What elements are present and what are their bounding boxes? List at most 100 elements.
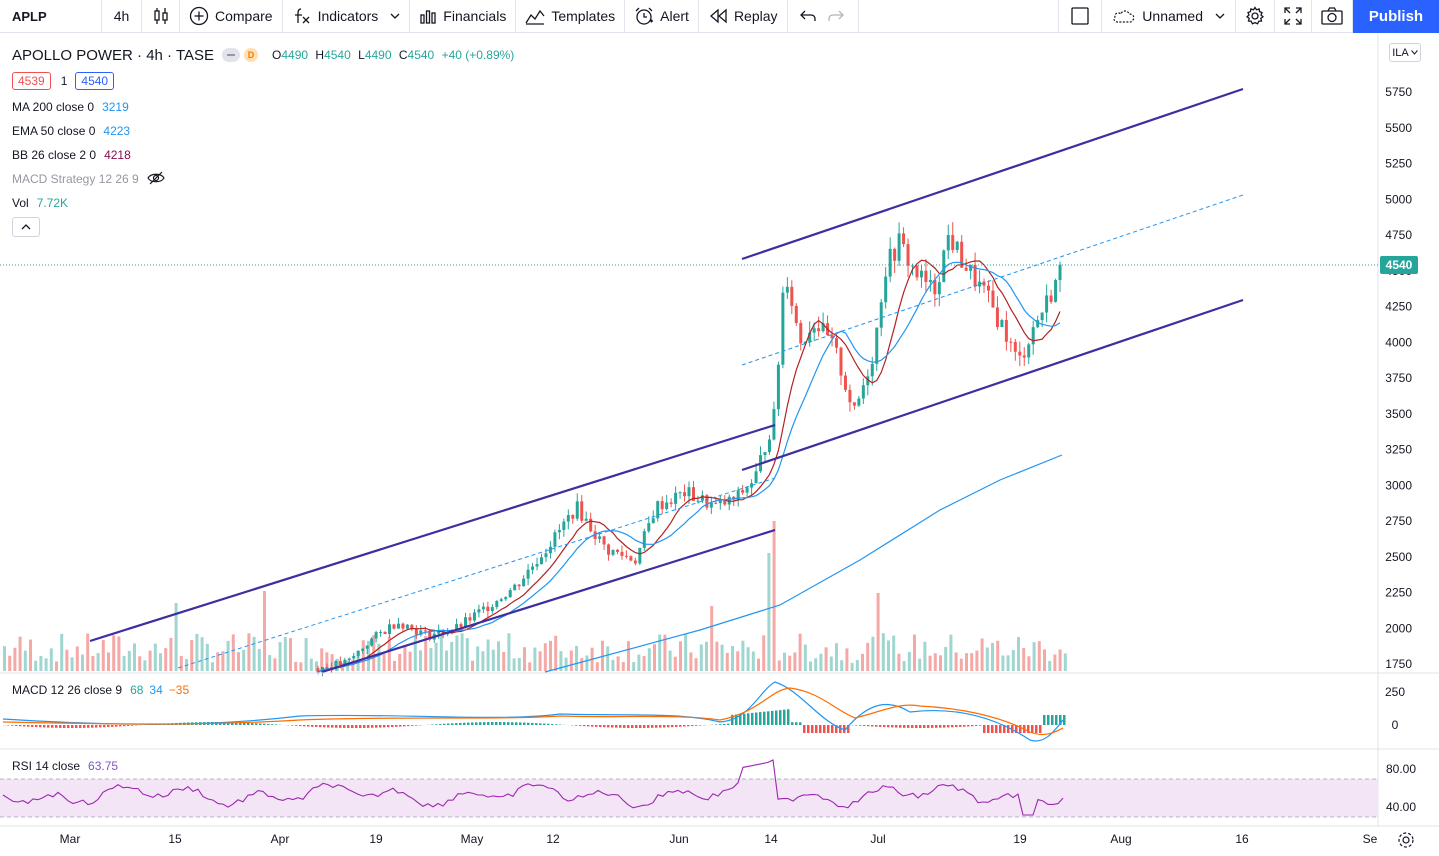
redo-button[interactable] xyxy=(822,0,859,33)
volume-bar xyxy=(512,658,516,671)
volume-series xyxy=(3,521,1067,671)
bid-button[interactable]: 4539 xyxy=(12,72,51,90)
candle-body xyxy=(741,490,745,493)
indicators-button[interactable]: Indicators xyxy=(283,0,411,33)
layout-name-button[interactable]: Unnamed xyxy=(1102,0,1236,33)
time-tick-label: 19 xyxy=(369,832,383,846)
macd-histogram-bar xyxy=(27,725,30,727)
drawings-layer xyxy=(89,87,1244,674)
alert-button[interactable]: Alert xyxy=(625,0,699,33)
trendline-drawing[interactable] xyxy=(741,87,1244,261)
indicator-ema50[interactable]: EMA 50 close 0 4223 xyxy=(12,119,514,143)
macd-histogram-bar xyxy=(111,725,114,727)
settings-button[interactable] xyxy=(1236,0,1275,33)
volume-bar xyxy=(164,648,168,671)
delayed-badge[interactable]: D xyxy=(244,48,259,62)
candle-body xyxy=(781,292,785,365)
replay-label: Replay xyxy=(733,8,778,24)
collapse-legend-button[interactable] xyxy=(12,217,40,237)
candle-body xyxy=(919,270,923,278)
volume-bar xyxy=(783,652,786,671)
financials-button[interactable]: Financials xyxy=(410,0,517,33)
candle-body xyxy=(969,264,973,271)
trendline-drawing[interactable] xyxy=(89,423,776,643)
open-value: 4490 xyxy=(281,48,309,62)
snapshot-button[interactable] xyxy=(1312,0,1353,33)
macd-histogram-bar xyxy=(543,723,546,725)
volume-bar xyxy=(403,644,407,671)
candle-body xyxy=(370,638,374,646)
candle-body xyxy=(879,302,883,328)
publish-button[interactable]: Publish xyxy=(1353,0,1439,33)
gear-icon[interactable] xyxy=(1398,832,1414,848)
macd-histogram-bar xyxy=(275,724,278,725)
volume-bar xyxy=(933,653,937,671)
indicator-volume[interactable]: Vol 7.72K xyxy=(12,191,514,215)
market-status-pill[interactable] xyxy=(222,48,241,62)
volume-bar xyxy=(18,636,22,671)
candle-body xyxy=(745,487,749,493)
volume-bar xyxy=(325,652,329,671)
eye-off-icon[interactable] xyxy=(147,171,165,188)
symbol-legend-row[interactable]: APOLLO POWER · 4h · TASE D O4490 H4540 L… xyxy=(12,43,514,67)
channel-midline[interactable] xyxy=(741,194,1244,366)
price-tick-label: 2000 xyxy=(1385,621,1412,635)
volume-bar xyxy=(689,652,693,671)
indicator-macd-strategy[interactable]: MACD Strategy 12 26 9 xyxy=(12,167,514,191)
indicator-name: MA 200 close 0 xyxy=(12,100,95,114)
trendline-drawing[interactable] xyxy=(321,528,776,674)
candle-body xyxy=(776,364,780,410)
volume-bar xyxy=(793,652,797,671)
macd-line-value: 34 xyxy=(149,683,163,697)
macd-histogram-bar xyxy=(1019,725,1022,733)
templates-button[interactable]: Templates xyxy=(516,0,626,33)
candle-body xyxy=(495,600,499,608)
candle-body xyxy=(866,376,870,386)
macd-histogram-bar xyxy=(471,722,474,725)
macd-histogram-bar xyxy=(987,725,990,733)
candle-body xyxy=(526,569,530,579)
macd-histogram-bar xyxy=(895,725,898,728)
macd-histogram-bar xyxy=(51,725,54,728)
macd-histogram-bar xyxy=(891,725,894,728)
macd-histogram-bar xyxy=(915,725,918,728)
undo-button[interactable] xyxy=(788,0,822,33)
macd-histogram-bar xyxy=(831,725,834,733)
candle-body xyxy=(517,584,521,587)
chart-type-button[interactable] xyxy=(142,0,180,33)
macd-histogram-bar xyxy=(463,722,466,725)
candle-body xyxy=(557,529,561,533)
indicator-ma200[interactable]: MA 200 close 0 3219 xyxy=(12,95,514,119)
indicator-bb[interactable]: BB 26 close 2 0 4218 xyxy=(12,143,514,167)
macd-histogram-bar xyxy=(579,725,582,726)
candle-body xyxy=(1045,295,1049,313)
interval-button[interactable]: 4h xyxy=(102,0,142,33)
volume-bar xyxy=(1001,655,1005,671)
macd-histogram-bar xyxy=(759,712,762,725)
trendline-drawing[interactable] xyxy=(741,298,1244,472)
currency-button[interactable]: ILA xyxy=(1389,43,1421,62)
candle-body xyxy=(821,323,825,332)
symbol-search-button[interactable]: APLP xyxy=(0,0,102,33)
fullscreen-button[interactable] xyxy=(1275,0,1312,33)
macd-histogram-bar xyxy=(355,725,358,728)
macd-histogram-bar xyxy=(495,722,498,725)
macd-histogram-bar xyxy=(547,723,550,725)
volume-bar xyxy=(1058,649,1062,671)
macd-histogram-bar xyxy=(871,725,874,727)
volume-bar xyxy=(65,649,69,671)
volume-bar xyxy=(611,659,615,671)
ask-button[interactable]: 4540 xyxy=(75,72,115,90)
replay-button[interactable]: Replay xyxy=(699,0,788,33)
rsi-legend[interactable]: RSI 14 close 63.75 xyxy=(12,759,124,773)
volume-bar xyxy=(523,647,526,671)
last-price-text: 4540 xyxy=(1386,258,1413,272)
macd-histogram-bar xyxy=(643,725,646,728)
chevron-down-icon[interactable] xyxy=(390,11,400,21)
volume-bar xyxy=(44,658,48,671)
macd-histogram-bar xyxy=(387,725,390,728)
macd-legend[interactable]: MACD 12 26 close 9 68 34 −35 xyxy=(12,683,195,697)
compare-button[interactable]: Compare xyxy=(180,0,283,33)
layout-button[interactable] xyxy=(1059,0,1103,33)
